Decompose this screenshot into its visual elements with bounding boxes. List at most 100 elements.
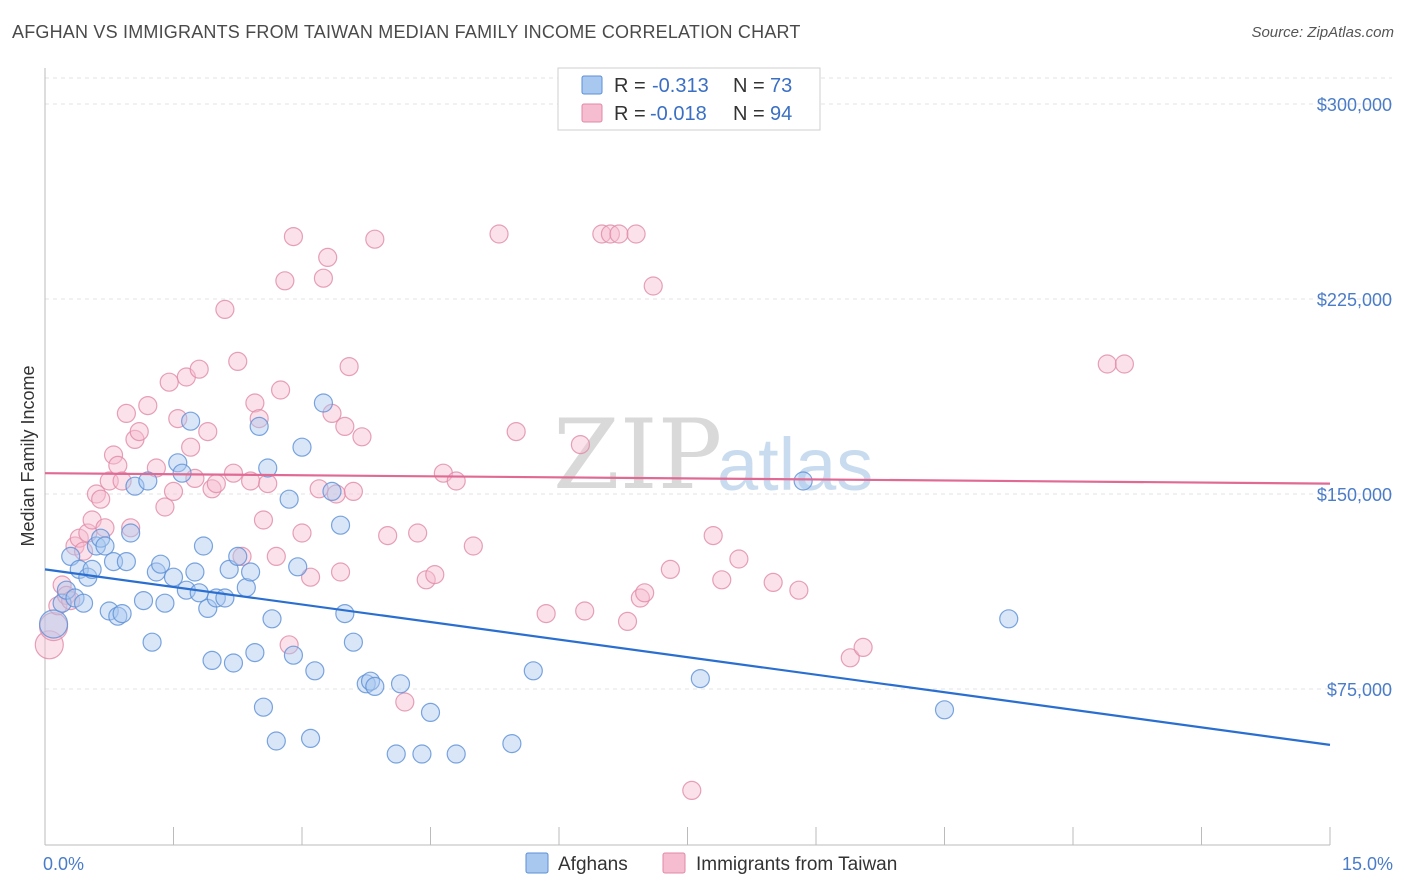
- afghans-point-44: [253, 697, 274, 717]
- afghans-point-36: [215, 588, 235, 608]
- taiwan-point-68: [446, 471, 466, 491]
- taiwan-point-83: [660, 559, 680, 580]
- afghans-point-23: [151, 554, 171, 574]
- taiwan-point-72: [536, 603, 556, 624]
- afghans-point-8: [82, 559, 102, 580]
- afghans-point-16: [116, 551, 136, 572]
- taiwan-point-74: [575, 601, 595, 621]
- taiwan-point-12: [91, 489, 111, 509]
- taiwan-point-93: [1114, 354, 1135, 374]
- legend-n-label-afghans: N =: [733, 75, 765, 97]
- taiwan-point-88: [763, 572, 783, 593]
- source-note: Source: ZipAtlas.com: [1251, 24, 1394, 41]
- y-axis-label: Median Family Income: [18, 365, 38, 546]
- afghans-point-48: [279, 489, 299, 509]
- afghans-point-69: [690, 668, 710, 689]
- trend-line-afghans: [44, 568, 1331, 746]
- bottom-legend-label-afghans: Afghans: [558, 854, 628, 875]
- taiwan-point-37: [228, 351, 248, 371]
- taiwan-point-66: [425, 564, 445, 585]
- afghans-point-34: [202, 650, 222, 671]
- trend-lines: [44, 472, 1331, 746]
- bottom-legend-label-taiwan: Immigrants from Taiwan: [696, 854, 897, 875]
- taiwan-point-8: [73, 541, 94, 561]
- bottom-legend-swatch-taiwan: [662, 852, 686, 874]
- taiwan-point-71: [506, 422, 526, 442]
- taiwan-point-86: [712, 570, 732, 590]
- taiwan-point-82: [643, 276, 663, 296]
- taiwan-point-73: [570, 435, 591, 455]
- taiwan-point-85: [703, 525, 723, 546]
- taiwan-point-64: [408, 523, 428, 543]
- taiwan-point-24: [155, 497, 175, 517]
- legend-swatch-taiwan: [581, 103, 603, 123]
- taiwan-point-46: [275, 271, 295, 291]
- y-tick-labels: $75,000 $150,000 $225,000 $300,000: [1317, 95, 1392, 700]
- afghans-point-20: [138, 471, 158, 491]
- taiwan-point-60: [352, 427, 372, 447]
- taiwan-point-81: [635, 583, 655, 603]
- afghans-point-52: [300, 728, 321, 749]
- afghans-point-38: [223, 653, 244, 673]
- afghans-point-26: [168, 453, 188, 473]
- taiwan-point-70: [489, 224, 509, 244]
- taiwan-point-62: [378, 525, 398, 546]
- afghans-point-68: [523, 661, 543, 681]
- afghans-point-42: [245, 642, 265, 663]
- taiwan-point-63: [395, 692, 415, 712]
- y-tick-label-3: $300,000: [1317, 95, 1392, 115]
- taiwan-point-79: [626, 224, 646, 244]
- afghans-point-32: [193, 536, 214, 556]
- afghans-point-18: [125, 476, 145, 496]
- afghans-point-51: [292, 437, 312, 457]
- afghans-point-30: [185, 562, 205, 582]
- taiwan-point-35: [215, 299, 235, 319]
- afghans-point-63: [390, 674, 411, 694]
- taiwan-point-41: [249, 409, 269, 429]
- afghans-point-29: [181, 411, 201, 431]
- taiwan-point-48: [283, 227, 304, 247]
- taiwan-point-42: [253, 510, 274, 530]
- afghans-point-46: [262, 609, 282, 629]
- y-tick-label-2: $225,000: [1317, 290, 1392, 310]
- legend-n-label-taiwan: N =: [733, 103, 765, 125]
- legend-r-value-taiwan: -0.018: [650, 103, 707, 125]
- afghans-point-67: [502, 733, 522, 754]
- afghans-point-21: [142, 632, 162, 652]
- correlation-legend: R = -0.313 N = 73 R = -0.018 N = 94: [557, 67, 821, 131]
- afghans-point-17: [121, 523, 141, 543]
- afghans-point-64: [412, 744, 432, 764]
- legend-swatch-afghans: [581, 75, 603, 95]
- taiwan-point-84: [682, 780, 702, 801]
- afghans-point-45: [258, 458, 278, 478]
- trend-line-taiwan: [44, 472, 1331, 485]
- afghans-point-41: [241, 562, 261, 582]
- legend-n-value-taiwan: 94: [770, 103, 792, 125]
- afghans-point-24: [155, 593, 175, 613]
- afghans-point-39: [228, 546, 248, 567]
- taiwan-point-89: [789, 580, 809, 600]
- taiwan-point-61: [365, 229, 385, 249]
- afghans-point-6: [73, 593, 94, 613]
- y-tick-label-0: $75,000: [1327, 680, 1392, 700]
- taiwan-point-21: [129, 422, 149, 442]
- taiwan-point-44: [266, 546, 286, 567]
- taiwan-point-25: [159, 372, 179, 392]
- taiwan-point-29: [181, 437, 201, 457]
- taiwan-point-40: [245, 393, 265, 413]
- afghans-point-19: [133, 590, 154, 611]
- afghans-point-57: [335, 603, 355, 624]
- afghans-point-56: [330, 515, 351, 535]
- afghans-point-54: [313, 393, 334, 413]
- afghans-point-58: [343, 632, 363, 652]
- taiwan-point-18: [116, 403, 136, 423]
- taiwan-point-31: [189, 359, 209, 379]
- taiwan-point-49: [292, 523, 312, 543]
- afghans-point-11: [95, 536, 115, 556]
- legend-r-value-afghans: -0.313: [652, 75, 709, 97]
- taiwan-point-15: [103, 445, 124, 465]
- watermark: ZIP atlas: [553, 399, 873, 511]
- legend-r-label-afghans: R =: [614, 75, 646, 97]
- taiwan-point-50: [300, 567, 321, 587]
- x-tick-label-0: 0.0%: [43, 854, 84, 874]
